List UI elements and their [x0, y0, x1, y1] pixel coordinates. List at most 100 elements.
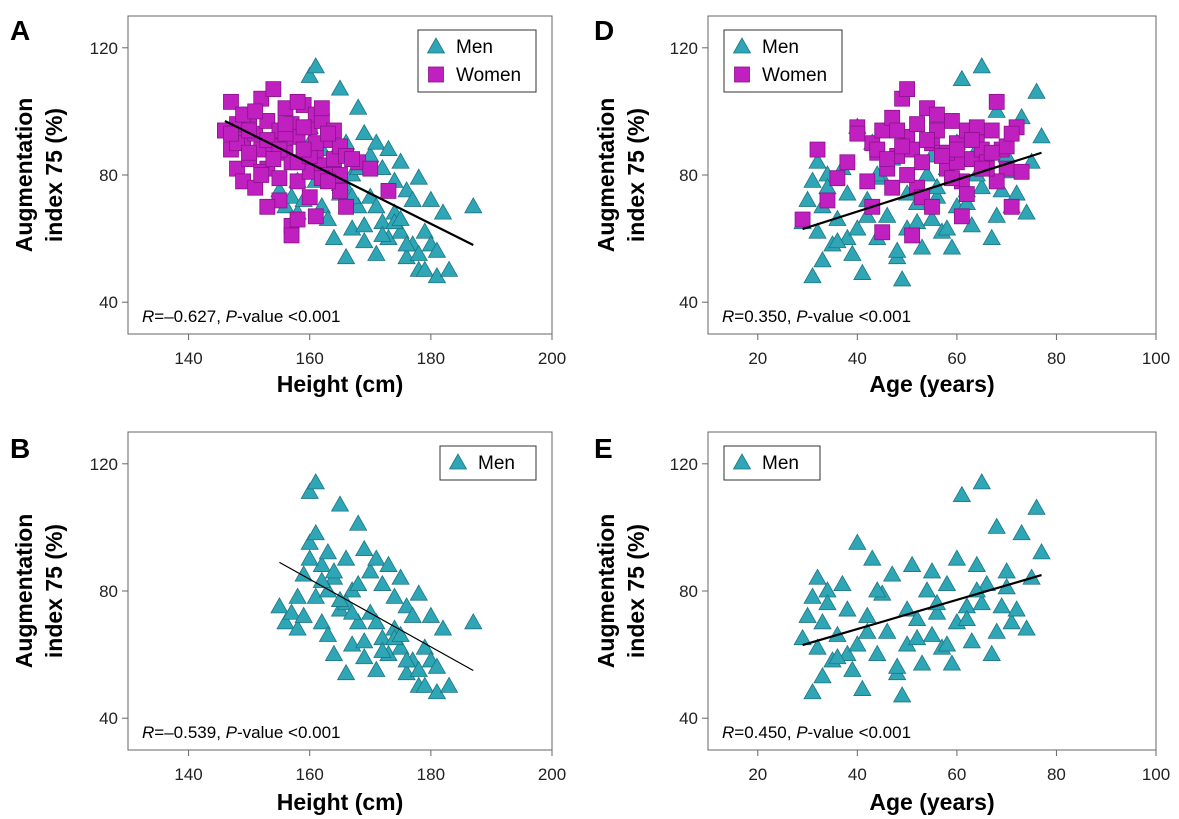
stat-value: =0.450, [734, 723, 796, 742]
data-point-triangle [300, 533, 319, 550]
data-point-square [277, 116, 294, 133]
data-point-triangle [803, 587, 822, 604]
data-point-triangle [415, 638, 434, 655]
data-point-triangle [1012, 523, 1031, 541]
legend-label-women: Women [456, 65, 521, 86]
data-point-triangle [1032, 127, 1051, 144]
data-point-triangle [992, 597, 1011, 614]
data-point-triangle [982, 228, 1001, 246]
data-points [217, 57, 483, 284]
data-point-triangle [892, 686, 912, 703]
data-point-square [259, 198, 276, 215]
data-point-square [253, 167, 270, 183]
data-point-square [819, 192, 836, 209]
y-tick-label: 80 [679, 582, 698, 601]
data-point-triangle [306, 523, 325, 541]
data-point-square [894, 138, 911, 155]
data-point-triangle [992, 181, 1011, 198]
stat-value: =–0.627, [154, 307, 225, 326]
data-point-square [265, 81, 282, 98]
data-point-triangle [882, 565, 902, 582]
data-point-triangle [300, 549, 319, 566]
data-point-triangle [403, 606, 422, 623]
data-point-triangle [379, 555, 398, 572]
data-point-triangle [937, 219, 957, 236]
y-axis-title-line2: index 75 (%) [623, 524, 649, 658]
legend-marker-square [428, 66, 444, 83]
data-point-triangle [813, 251, 832, 268]
data-point-triangle [276, 612, 295, 630]
legend-label-women: Women [762, 65, 827, 86]
legend-label-men: Men [762, 453, 799, 474]
data-point-triangle [863, 549, 882, 566]
data-point-square [988, 173, 1005, 190]
data-point-square [889, 122, 906, 139]
stat-annotation: R=0.450, P-value <0.001 [722, 723, 911, 742]
stat-value: -value <0.001 [237, 307, 341, 326]
series-men [793, 473, 1051, 703]
data-point-triangle [813, 667, 832, 684]
data-point-triangle [318, 543, 338, 560]
panel-d: D 40 80 120 20 40 60 80 100 Age (years) Augmentati… [593, 15, 1170, 397]
data-point-triangle [808, 152, 827, 169]
stat-value: =0.350, [734, 307, 796, 326]
data-point-triangle [858, 622, 877, 639]
data-point-square [295, 141, 312, 158]
data-point-triangle [391, 152, 410, 169]
data-point-square [829, 170, 846, 187]
x-tick-label: 160 [296, 765, 324, 784]
data-point-triangle [367, 244, 386, 261]
stat-symbol: R [142, 723, 154, 742]
data-point-triangle [342, 603, 362, 620]
data-point-triangle [288, 587, 307, 604]
data-point-triangle [324, 562, 344, 579]
data-point-triangle [962, 632, 982, 649]
stat-value: =–0.539, [154, 723, 225, 742]
data-point-square [809, 141, 826, 158]
data-point-triangle [1017, 203, 1036, 220]
data-point-triangle [912, 238, 932, 255]
data-point-triangle [355, 123, 374, 141]
stat-symbol: P [796, 307, 808, 326]
data-point-triangle [348, 98, 368, 115]
data-point-square [929, 106, 945, 123]
data-point-triangle [967, 555, 986, 572]
data-point-square [849, 125, 866, 142]
y-axis-title-line1: Augmentation [593, 98, 619, 253]
legend-box [439, 445, 537, 481]
data-point-triangle [813, 612, 832, 630]
data-point-triangle [433, 619, 453, 636]
data-point-triangle [367, 133, 386, 150]
data-point-square [794, 211, 811, 228]
data-point-triangle [282, 603, 301, 620]
legend-label-men: Men [762, 37, 799, 58]
data-point-triangle [427, 657, 447, 674]
data-point-square [988, 93, 1005, 110]
data-point-triangle [324, 644, 344, 661]
data-point-triangle [917, 165, 937, 182]
data-point-square [944, 113, 960, 129]
data-point-square [1013, 163, 1030, 180]
data-point-square [879, 151, 896, 168]
x-tick-label: 20 [748, 349, 767, 368]
x-tick-label: 60 [947, 349, 966, 368]
data-point-square [874, 224, 891, 241]
data-point-triangle [391, 568, 410, 585]
data-point-triangle [330, 79, 350, 96]
data-point-triangle [306, 473, 325, 490]
data-point-triangle [397, 597, 416, 614]
data-point-triangle [379, 139, 398, 156]
data-point-triangle [987, 101, 1006, 118]
data-point-triangle [330, 495, 350, 512]
stat-symbol: P [226, 723, 238, 742]
trend-line [802, 574, 1042, 647]
data-point-square [313, 100, 330, 117]
data-point-square [223, 125, 239, 142]
x-tick-label: 180 [417, 349, 445, 368]
x-tick-label: 40 [848, 765, 867, 784]
data-point-square [953, 208, 970, 225]
data-point-triangle [987, 517, 1006, 534]
y-axis-title-line1: Augmentation [11, 98, 37, 253]
data-point-triangle [348, 612, 368, 630]
y-tick-label: 120 [90, 39, 118, 58]
